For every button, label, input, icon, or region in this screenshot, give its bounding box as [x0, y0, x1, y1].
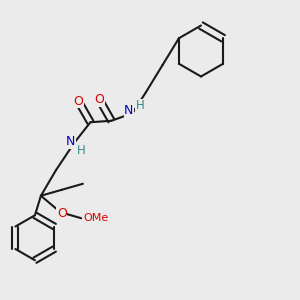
Text: H: H [136, 99, 144, 112]
Text: O: O [94, 93, 104, 106]
Text: O: O [74, 95, 83, 108]
Text: OMe: OMe [83, 213, 108, 223]
Text: N: N [124, 104, 134, 117]
Text: O: O [57, 207, 67, 220]
Text: H: H [77, 144, 86, 157]
Text: N: N [66, 135, 76, 148]
